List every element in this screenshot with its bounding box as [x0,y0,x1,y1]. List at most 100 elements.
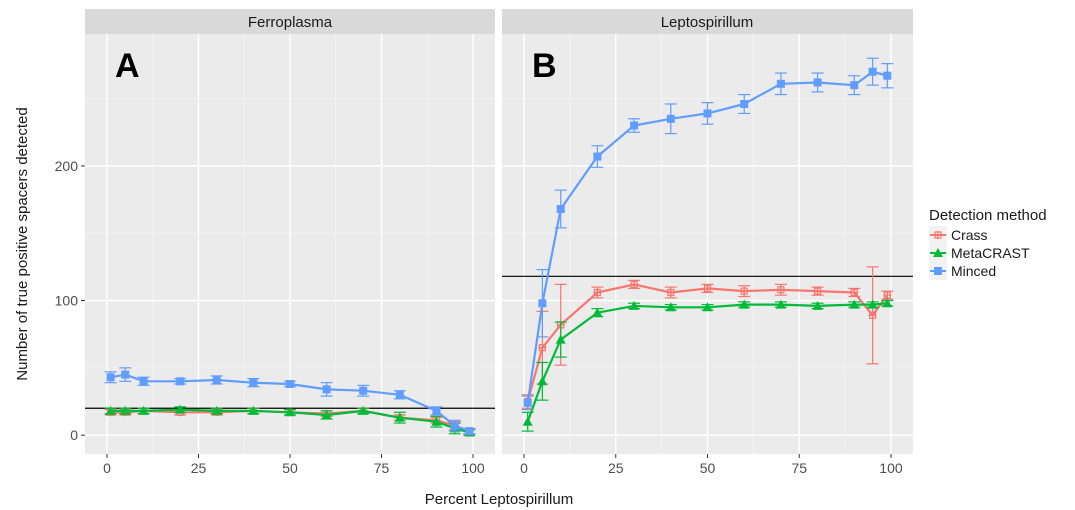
data-point [739,299,750,309]
legend-label-metacrast: MetaCRAST [951,245,1030,261]
series-metacrast [521,298,894,432]
data-point [248,405,259,415]
panel-letter-a: A [115,47,140,85]
x-tick-label: 50 [700,460,716,476]
panel-leptospirillum-grid [502,34,913,454]
data-point [883,291,891,299]
data-point [850,288,858,297]
data-point [555,334,566,344]
data-point [703,284,712,293]
legend-title: Detection method [929,207,1047,224]
legend: Detection method Crass MetaCRAST Minced [929,207,1047,280]
data-point [138,405,149,415]
data-point [867,299,878,309]
data-point [850,81,859,90]
data-point [139,377,148,386]
data-point [883,71,892,80]
legend-key-metacrast [929,244,947,262]
data-point [322,385,331,394]
data-point [849,299,860,309]
data-point [593,288,602,297]
data-point [740,287,748,295]
data-point [813,78,822,87]
data-point [777,286,785,294]
data-point [593,152,602,161]
data-point [538,344,546,352]
data-point [431,416,442,426]
panel-leptospirillum-data [502,57,913,432]
data-point [285,407,295,417]
x-tick-label: 0 [520,460,528,476]
data-point [868,67,877,76]
y-tick-label: 200 [55,158,79,174]
panel-ferroplasma-grid [85,34,495,454]
strip-ferroplasma-label: Ferroplasma [248,14,333,31]
data-point [882,298,893,308]
data-point [813,287,822,295]
data-point [630,121,639,130]
data-point [212,375,221,384]
x-tick-label: 0 [103,460,111,476]
data-point [537,376,548,386]
data-point [120,405,131,415]
data-point [465,427,474,436]
series-minced [104,367,476,436]
legend-label-minced: Minced [951,263,996,279]
data-point [666,114,675,123]
data-point [450,421,459,430]
data-point [630,280,638,288]
data-point [556,205,565,213]
x-tick-label: 100 [461,460,485,476]
data-point [776,79,785,88]
y-axis: 0 100 200 [55,158,85,443]
data-point [175,404,186,414]
y-tick-label: 100 [55,293,79,309]
panel-letter-b: B [532,47,557,85]
x-axis-ferroplasma: 0 25 50 75 100 [103,454,485,476]
data-point [286,380,294,388]
data-point [176,377,185,386]
data-point [211,405,222,415]
legend-key-marker [933,248,943,257]
legend-keys [929,226,947,280]
data-point [629,300,640,310]
panel-ferroplasma-data [85,367,495,437]
data-point [538,299,547,308]
strip-leptospirillum-label: Leptospirillum [661,14,754,31]
x-tick-label: 25 [608,460,624,476]
data-point [432,406,441,415]
data-point [869,311,877,319]
data-point [321,409,332,419]
data-point [592,307,603,317]
legend-label-crass: Crass [951,227,988,243]
y-tick-label: 0 [70,427,78,443]
data-point [395,390,404,399]
legend-key-marker [934,231,942,239]
x-axis-title: Percent Leptospirillum [425,491,573,508]
data-point [121,370,130,379]
strip-leptospirillum-bg [502,9,913,34]
legend-key-minced [929,262,947,280]
data-point [812,300,823,310]
data-point [667,288,675,297]
x-tick-label: 50 [282,460,298,476]
data-point [522,416,533,426]
data-point [358,405,369,415]
data-point [775,299,786,309]
data-point [740,100,749,108]
legend-key-crass [929,226,947,244]
data-point [394,412,405,422]
data-point [105,405,116,415]
x-tick-label: 75 [791,460,807,476]
y-axis-title: Number of true positive spacers detected [14,107,31,380]
x-axis-leptospirillum: 0 25 50 75 100 [520,454,903,476]
strip-ferroplasma-bg [85,9,495,34]
series-metacrast [104,404,476,437]
x-tick-label: 25 [191,460,207,476]
data-point [359,386,368,395]
x-tick-label: 75 [374,460,390,476]
data-point [703,109,712,118]
data-point [702,302,713,312]
series-minced [521,57,894,411]
